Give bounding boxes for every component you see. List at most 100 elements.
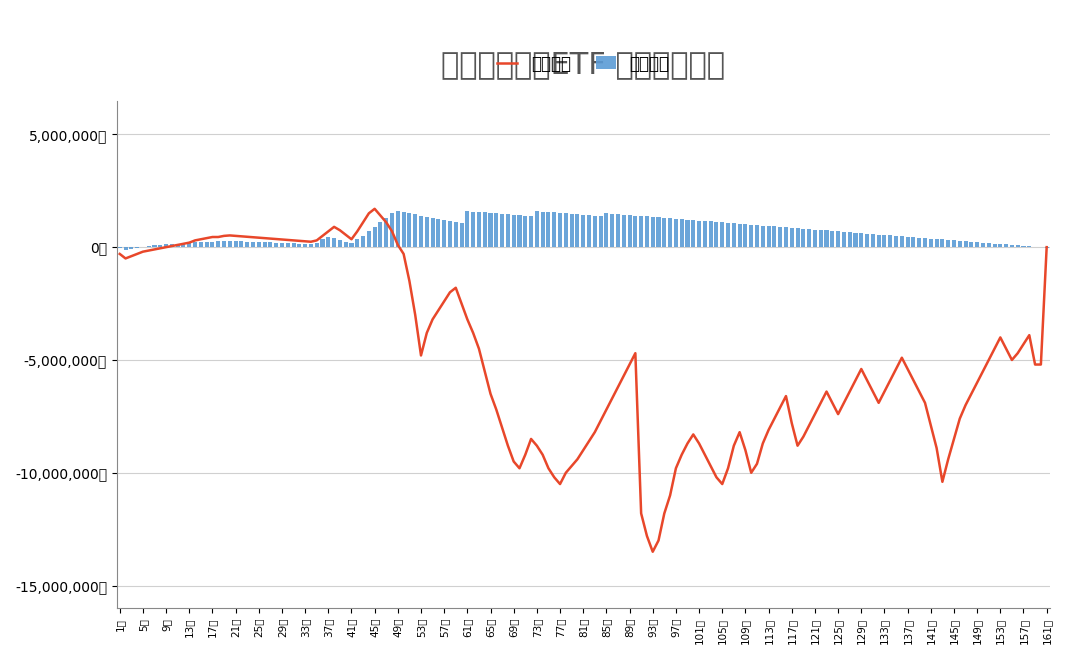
Bar bbox=[935, 239, 939, 247]
Bar bbox=[593, 215, 596, 247]
Bar bbox=[703, 221, 707, 247]
Bar bbox=[663, 218, 666, 247]
Bar bbox=[164, 244, 169, 247]
Bar bbox=[778, 227, 782, 247]
Bar bbox=[453, 222, 458, 247]
Bar bbox=[361, 236, 365, 247]
Bar bbox=[610, 214, 615, 247]
Bar bbox=[761, 225, 765, 247]
Bar bbox=[482, 212, 487, 247]
Bar bbox=[604, 214, 608, 247]
Bar bbox=[419, 215, 423, 247]
Bar bbox=[517, 215, 522, 247]
Bar bbox=[906, 237, 910, 247]
Bar bbox=[257, 242, 260, 247]
Bar bbox=[807, 229, 811, 247]
Bar bbox=[320, 239, 324, 247]
Bar bbox=[813, 229, 817, 247]
Bar bbox=[749, 225, 753, 247]
Bar bbox=[969, 242, 973, 247]
Bar bbox=[732, 223, 736, 247]
Line: 評価損益: 評価損益 bbox=[120, 209, 1047, 552]
Bar bbox=[523, 215, 527, 247]
Bar bbox=[425, 217, 429, 247]
評価損益 bbox=[647, 548, 659, 556]
Bar bbox=[1016, 245, 1020, 247]
Bar bbox=[691, 220, 696, 247]
Bar bbox=[332, 238, 336, 247]
Bar bbox=[217, 241, 220, 247]
Bar bbox=[234, 241, 238, 247]
Bar bbox=[465, 211, 469, 247]
Bar bbox=[911, 237, 915, 247]
Bar bbox=[744, 224, 748, 247]
Bar bbox=[344, 241, 348, 247]
Bar bbox=[245, 241, 250, 247]
Bar bbox=[622, 215, 625, 247]
Bar bbox=[268, 243, 272, 247]
Bar bbox=[303, 244, 307, 247]
Bar bbox=[117, 247, 122, 248]
Bar bbox=[882, 235, 887, 247]
Bar bbox=[136, 247, 139, 248]
Bar bbox=[181, 243, 186, 247]
Bar bbox=[205, 242, 209, 247]
Bar bbox=[391, 214, 394, 247]
Bar bbox=[170, 244, 174, 247]
Bar bbox=[262, 243, 267, 247]
評価損益 bbox=[942, 455, 955, 463]
Bar bbox=[401, 212, 405, 247]
Bar bbox=[656, 217, 660, 247]
Bar bbox=[535, 211, 539, 247]
評価損益 bbox=[113, 250, 126, 258]
Bar bbox=[644, 216, 649, 247]
Bar bbox=[651, 217, 655, 247]
Bar bbox=[506, 214, 510, 247]
Bar bbox=[327, 237, 331, 247]
Bar bbox=[888, 235, 892, 247]
Bar bbox=[790, 228, 794, 247]
Bar bbox=[737, 223, 742, 247]
Bar bbox=[442, 220, 446, 247]
Bar bbox=[500, 214, 504, 247]
Bar bbox=[512, 215, 515, 247]
Bar bbox=[715, 222, 718, 247]
Bar bbox=[946, 240, 951, 247]
Bar bbox=[842, 232, 846, 247]
Bar bbox=[193, 243, 197, 247]
Bar bbox=[784, 227, 789, 247]
Bar bbox=[227, 241, 232, 247]
Bar bbox=[773, 227, 777, 247]
Bar bbox=[308, 244, 313, 247]
Bar bbox=[489, 213, 493, 247]
Bar bbox=[379, 222, 382, 247]
Bar bbox=[830, 231, 834, 247]
Bar bbox=[766, 226, 770, 247]
Bar bbox=[153, 245, 157, 247]
Bar bbox=[494, 214, 498, 247]
Bar bbox=[570, 214, 574, 247]
Bar bbox=[708, 221, 713, 247]
Bar bbox=[239, 241, 243, 247]
Bar bbox=[674, 219, 678, 247]
Bar bbox=[558, 213, 562, 247]
Bar bbox=[384, 218, 388, 247]
Bar bbox=[928, 239, 933, 247]
Bar bbox=[124, 247, 128, 250]
Bar bbox=[448, 221, 452, 247]
Bar bbox=[847, 232, 851, 247]
Bar bbox=[877, 235, 880, 247]
Bar bbox=[355, 239, 360, 247]
評価損益 bbox=[368, 205, 381, 213]
Legend: 評価損益, 実現損益: 評価損益, 実現損益 bbox=[491, 48, 675, 79]
Bar bbox=[338, 240, 341, 247]
Bar bbox=[129, 247, 133, 249]
Bar bbox=[923, 238, 927, 247]
Bar bbox=[431, 218, 434, 247]
Bar bbox=[1004, 244, 1008, 247]
評価損益 bbox=[461, 316, 474, 324]
Bar bbox=[999, 244, 1002, 247]
Bar bbox=[818, 230, 823, 247]
評価損益 bbox=[1005, 356, 1018, 364]
Bar bbox=[158, 245, 162, 247]
